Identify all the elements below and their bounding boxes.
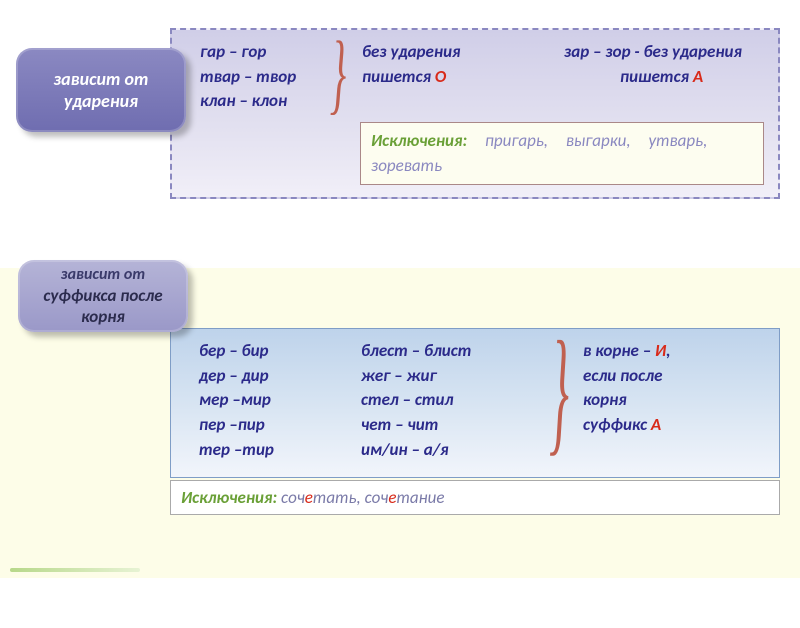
brace-icon: } [330,38,346,110]
exception-word: зоревать [371,155,442,176]
exceptions-box: Исключения: сочетать, сочетание [170,480,780,515]
rule-col: в корне – И, если после корня суффикс А [583,339,743,462]
root-pair: тер –тир [199,438,349,463]
panel-suffix: } бер – бир дер – дир мер –мир пер –пир … [170,328,780,478]
exception-word: выгарки, [566,130,631,151]
badge-line: ударения [26,90,176,113]
root-pair: стел – стил [361,388,571,413]
section-stress: зависит от ударения } гар – гор твар – т… [0,28,800,268]
badge-line: зависит от [26,68,176,91]
rule-prefix: пишется [362,66,435,87]
footer-accent [10,568,140,572]
root-pair: клан – клон [200,89,350,114]
rule-letter: А [651,414,661,435]
root-pair: бер – бир [199,339,349,364]
root-pair: гар – гор [200,40,350,65]
root-pair: мер –мир [199,388,349,413]
rule-letter: О [435,66,446,87]
columns: гар – гор твар – твор клан – клон без уд… [200,40,764,114]
root-pair: чет – чит [361,413,571,438]
rule-line: корня [583,388,743,413]
columns: бер – бир дер – дир мер –мир пер –пир те… [199,339,765,462]
root-pair: зар – зор [564,41,631,62]
rule-letter: И [655,340,666,361]
t: е [305,487,313,508]
section-suffix: зависит от суффикса после корня } бер – … [0,268,800,578]
rule-line: пишется О [362,65,552,90]
rule-col-1: без ударения пишется О [362,40,552,114]
rule-line: суффикс А [583,413,743,438]
rule-prefix: суффикс [583,414,651,435]
root-pair: им/ин – а/я [361,438,571,463]
rule-line: без ударения [362,40,552,65]
rule-line: в корне – И, [583,339,743,364]
panel-stress: } гар – гор твар – твор клан – клон без … [170,28,780,199]
roots-col-1: бер – бир дер – дир мер –мир пер –пир те… [199,339,349,462]
badge-stress: зависит от ударения [16,48,186,132]
root-pair: твар – твор [200,65,350,90]
root-pair: жег – жиг [361,364,571,389]
rule-line: если после [583,364,743,389]
rule-suffix: , [666,340,670,361]
badge-line: корня [28,306,178,327]
t: тание [396,487,444,508]
exceptions-box: Исключения: пригарь, выгарки, утварь, зо… [360,122,764,185]
brace-icon: } [549,335,569,447]
roots-col-1: гар – гор твар – твор клан – клон [200,40,350,114]
rule-col-2: зар – зор - без ударения пишется А [564,40,764,114]
roots-col-2: блест – блист жег – жиг стел – стил чет … [361,339,571,462]
rule-letter: А [693,66,703,87]
rule-line: зар – зор - без ударения [564,40,764,65]
badge-suffix: зависит от суффикса после корня [18,260,188,332]
badge-line: суффикса после [28,285,178,306]
root-pair: пер –пир [199,413,349,438]
rule-prefix: пишется [620,66,693,87]
badge-line: зависит от [28,265,178,285]
rule-line: пишется А [564,65,764,90]
exceptions-title: Исключения: [181,487,277,508]
exception-word: пригарь, [485,130,548,151]
root-pair: дер – дир [199,364,349,389]
root-pair: блест – блист [361,339,571,364]
exception-word: утварь, [648,130,707,151]
exception-text: сочетать, сочетание [281,487,444,508]
t: тать, соч [313,487,388,508]
exceptions-title: Исключения: [371,130,467,151]
t: соч [281,487,305,508]
rule-suffix: - без ударения [631,41,742,62]
rule-prefix: в корне – [583,340,655,361]
